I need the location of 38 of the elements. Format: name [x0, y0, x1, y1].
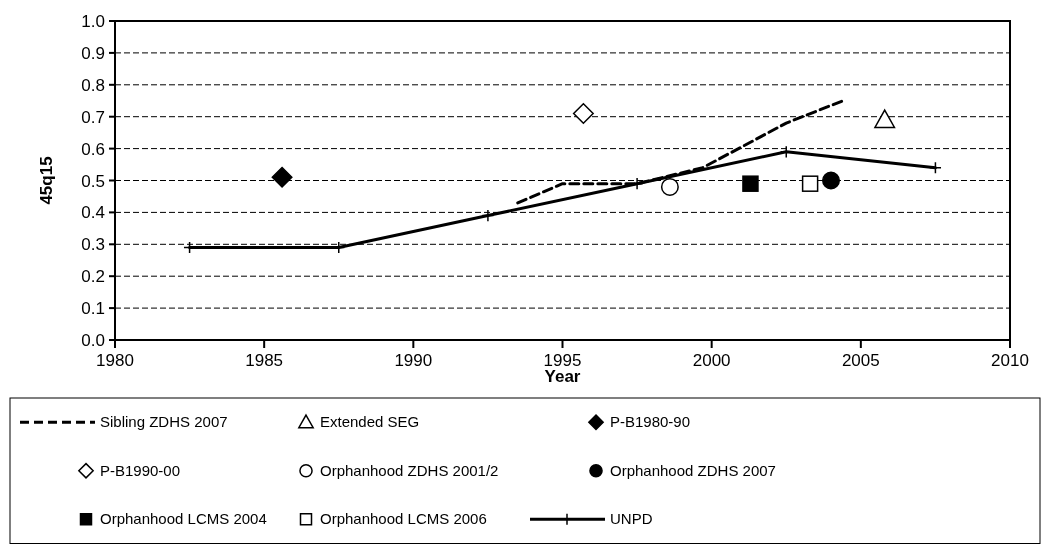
point: [271, 166, 293, 188]
y-tick-label: 0.9: [81, 43, 105, 63]
point: [929, 161, 942, 175]
x-tick-label: 2000: [692, 351, 731, 370]
y-tick-label: 0.5: [81, 171, 105, 191]
legend-label: Orphanhood ZDHS 2001/2: [320, 461, 499, 479]
x-tick-label: 1995: [543, 351, 582, 370]
y-tick-label: 0.4: [81, 203, 105, 223]
legend-label: Sibling ZDHS 2007: [100, 413, 228, 431]
y-tick-label: 0.2: [81, 267, 105, 287]
x-tick-label: 1990: [394, 351, 433, 370]
point: [660, 177, 679, 196]
y-tick-label: 0.3: [81, 235, 105, 255]
point: [801, 175, 819, 192]
y-tick-label: 0.6: [81, 139, 105, 159]
y-tick-label: 0.1: [81, 299, 105, 319]
point: [481, 209, 495, 222]
point: [572, 103, 594, 125]
legend-label: UNPD: [610, 510, 653, 528]
x-tick-label: 2005: [841, 351, 880, 370]
y-tick-label: 0.7: [81, 107, 105, 127]
legend-label: Orphanhood LCMS 2006: [320, 510, 487, 528]
x-axis-title: Year: [544, 367, 581, 386]
legend-label: P-B1990-00: [100, 461, 181, 479]
legend-label: Orphanhood LCMS 2004: [100, 510, 267, 528]
legend-label: Orphanhood ZDHS 2007: [610, 461, 776, 479]
y-tick-label: 0.0: [81, 331, 105, 350]
point: [874, 109, 896, 129]
y-tick-label: 1.0: [81, 12, 105, 31]
x-tick-label: 1985: [245, 351, 284, 370]
legend-label: P-B1980-90: [610, 413, 691, 431]
point: [742, 175, 759, 192]
point: [822, 171, 840, 190]
x-tick-label: 2010: [991, 351, 1029, 370]
y-tick-label: 0.8: [81, 75, 105, 95]
y-axis-title: 45q15: [37, 156, 56, 205]
x-tick-label: 1980: [96, 351, 134, 370]
legend-label: Extended SEG: [320, 413, 420, 431]
